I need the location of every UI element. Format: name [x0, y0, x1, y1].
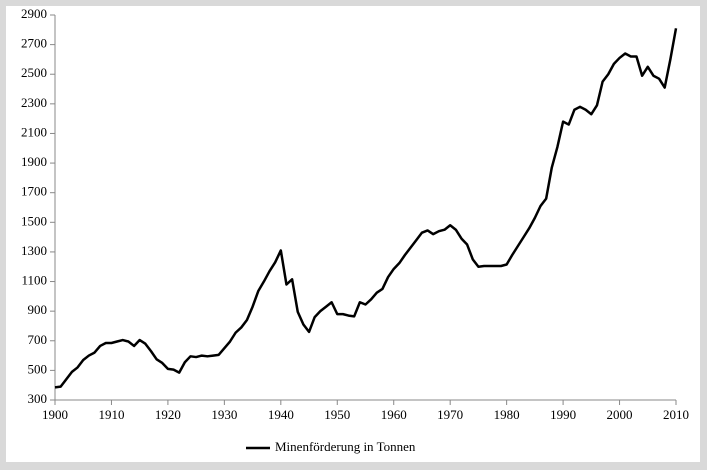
x-tick-label: 1920: [155, 407, 181, 422]
x-tick-label: 1950: [324, 407, 350, 422]
x-tick-label: 1990: [550, 407, 576, 422]
y-tick-label: 1500: [21, 213, 47, 228]
y-tick-label: 500: [28, 361, 48, 376]
y-tick-label: 2700: [21, 36, 47, 51]
x-tick-label: 1970: [437, 407, 463, 422]
y-tick-label: 900: [28, 302, 48, 317]
y-tick-label: 1700: [21, 184, 47, 199]
x-tick-label: 1940: [268, 407, 294, 422]
y-tick-label: 2900: [21, 6, 47, 21]
y-tick-label: 1100: [21, 273, 47, 288]
y-tick-label: 1900: [21, 154, 47, 169]
x-tick-label: 1930: [211, 407, 237, 422]
x-tick-label: 1960: [381, 407, 407, 422]
y-tick-label: 300: [28, 391, 48, 406]
x-tick-label: 2010: [663, 407, 689, 422]
x-tick-label: 1900: [42, 407, 68, 422]
y-tick-label: 2300: [21, 95, 47, 110]
y-tick-label: 700: [28, 332, 48, 347]
chart-area: [6, 6, 700, 462]
y-tick-label: 1300: [21, 243, 47, 258]
data-line: [54, 28, 678, 389]
x-tick-label: 2000: [607, 407, 633, 422]
x-tick-label: 1980: [494, 407, 520, 422]
y-tick-label: 2100: [21, 124, 47, 139]
x-tick-label: 1910: [98, 407, 124, 422]
y-tick-label: 2500: [21, 65, 47, 80]
legend-label: Minenförderung in Tonnen: [275, 439, 416, 454]
